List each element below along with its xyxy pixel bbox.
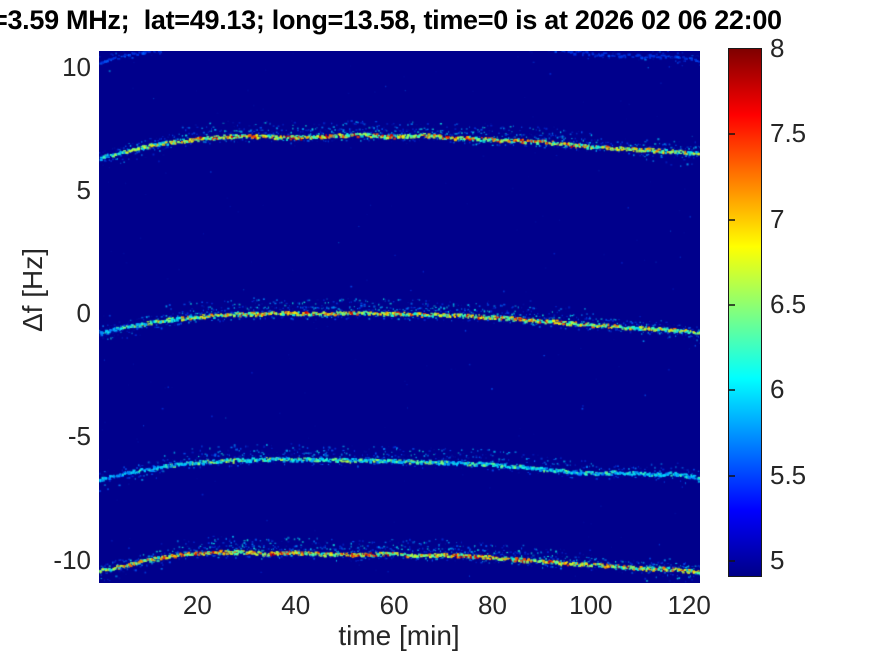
colorbar-tick-mark (729, 389, 735, 392)
y-axis-tick-label: 0 (76, 298, 91, 329)
colorbar-tick-mark (729, 303, 735, 306)
y-axis-tick-label: 5 (76, 174, 91, 205)
colorbar (728, 48, 762, 577)
y-axis-tick-label: -5 (67, 421, 91, 452)
colorbar-tick-label: 6 (770, 374, 785, 405)
y-axis-tick-label: -10 (53, 544, 91, 575)
x-axis-tick-label: 80 (477, 590, 507, 620)
colorbar-tick-label: 7.5 (770, 118, 807, 149)
x-axis-tick-label: 60 (379, 590, 409, 620)
colorbar-tick-mark (729, 218, 735, 221)
x-axis-label: time [min] (338, 620, 460, 651)
colorbar-tick-mark (729, 559, 735, 562)
colorbar-tick-label: 5.5 (770, 459, 807, 490)
colorbar-tick-mark (729, 474, 735, 477)
x-axis-tick-label: 20 (182, 590, 212, 620)
colorbar-tick-label: 8 (770, 33, 785, 63)
colorbar-tick-mark (729, 133, 735, 136)
doppler-heatmap-plot (99, 51, 700, 583)
colorbar-tick-label: 7 (770, 203, 785, 234)
x-axis-tick-label: 100 (569, 590, 613, 620)
colorbar-tick-label: 6.5 (770, 288, 807, 319)
x-axis-tick-label: 120 (667, 590, 711, 620)
x-axis-tick-label: 40 (281, 590, 311, 620)
colorbar-tick-label: 5 (770, 544, 785, 575)
y-axis-tick-label: 10 (62, 51, 91, 82)
chart-title: =3.59 MHz; lat=49.13; long=13.58, time=0… (0, 5, 782, 35)
